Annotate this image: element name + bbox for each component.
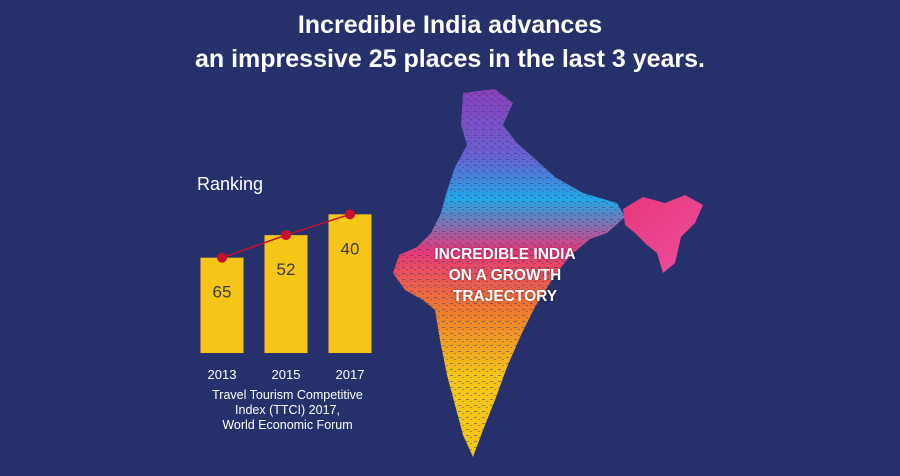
india-map-svg [393, 89, 703, 457]
category-label-2013: 2013 [208, 367, 237, 382]
trend-point-2013 [217, 252, 227, 263]
source-line-1: Travel Tourism Competitive [212, 388, 363, 402]
value-label-2017: 40 [341, 239, 360, 258]
headline: Incredible India advances an impressive … [0, 8, 900, 76]
india-map-texture [393, 89, 625, 457]
india-northeast-shape [623, 195, 703, 273]
y-axis-label: Ranking [197, 174, 264, 194]
trend-point-2017 [345, 209, 355, 220]
india-map [385, 85, 715, 470]
map-caption-line-2: ON A GROWTH [448, 267, 562, 284]
bar-2015 [264, 235, 308, 353]
headline-line-2: an impressive 25 places in the last 3 ye… [194, 45, 705, 73]
map-caption: INCREDIBLE INDIA ON A GROWTH TRAJECTORY [405, 244, 605, 307]
source-line-2: Index (TTCI) 2017, [235, 403, 340, 417]
category-label-2017: 2017 [336, 367, 365, 382]
trend-point-2015 [281, 230, 291, 241]
value-label-2013: 65 [213, 283, 232, 302]
bar-2013 [200, 257, 244, 353]
source-line-3: World Economic Forum [222, 418, 353, 432]
source-note: Travel Tourism Competitive Index (TTCI) … [200, 388, 375, 433]
ranking-chart-svg: 65 2013 52 2015 40 2017 [200, 209, 372, 382]
headline-line-1: Incredible India advances [297, 11, 603, 39]
bar-2017 [328, 214, 372, 353]
map-caption-line-1: INCREDIBLE INDIA [434, 246, 576, 263]
ranking-chart: Ranking 65 2013 52 2015 40 2017 [180, 170, 400, 390]
map-caption-line-3: TRAJECTORY [452, 288, 558, 305]
category-label-2015: 2015 [272, 367, 301, 382]
value-label-2015: 52 [277, 260, 296, 279]
